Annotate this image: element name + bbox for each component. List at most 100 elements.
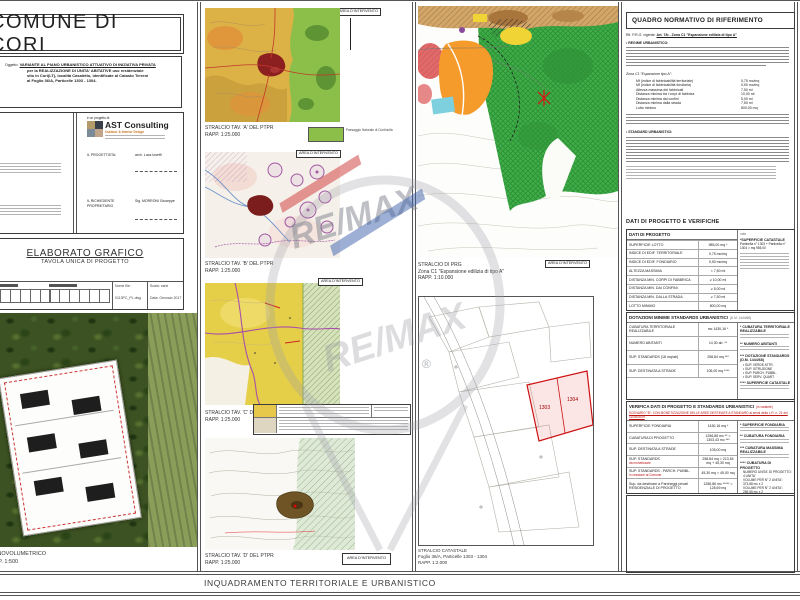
subject-label: Oggetto: <box>5 63 19 67</box>
fine-print <box>0 205 61 215</box>
column-separator-1 <box>197 2 201 572</box>
designer-label: IL PROGETTISTA: <box>87 153 117 157</box>
subject-line-4: al Foglio 36/A, Particelle 1303 - 1304. <box>27 78 97 84</box>
frame-bottom-line-2 <box>0 574 800 575</box>
fine-print <box>0 163 61 173</box>
subject-box: Oggetto: VARIANTE AL PIANO URBANISTICO A… <box>0 56 182 108</box>
quadro-header-box: QUADRO NORMATIVO DI RIFERIMENTO <box>626 12 795 29</box>
table-dotazioni-standards: DOTAZIONI MINIME STANDARDS URBANISTICI (… <box>626 312 795 400</box>
revision-header-bar <box>0 284 18 287</box>
elaborato-box: ELABORATO GRAFICO TAVOLA UNICA DI PROGET… <box>0 238 184 310</box>
signature-block: è un progetto di: AST Consulting Outdoor… <box>0 112 184 234</box>
fine-print <box>740 427 790 433</box>
fine-print <box>626 114 789 127</box>
area-intervento-label: AREA D'INTERVENTO <box>545 260 590 268</box>
t2-notes: * CUBATURA TERRITORIALE REALIZZABILE ** … <box>737 323 794 399</box>
map-a-graphic <box>205 8 340 122</box>
fine-print <box>740 384 790 390</box>
fine-print <box>626 137 789 164</box>
frame-bottom-line-1 <box>0 571 800 572</box>
page-title: COMUNE DI CORI <box>0 11 118 56</box>
site-boundary-dashed <box>3 365 137 531</box>
owner-label: IL RICHIEDENTE PROPRIETARIO <box>87 199 115 208</box>
svg-text:1304: 1304 <box>567 397 578 403</box>
frame-bottom-line-4 <box>0 595 800 596</box>
fine-print <box>626 65 766 69</box>
subject-line-2: per la REALIZZAZIONE DI UNITA' ABITATIVE… <box>27 67 144 73</box>
elaborato-title: ELABORATO GRAFICO <box>26 248 144 259</box>
owner-name: Sig. MORRONI Giuseppe <box>135 199 175 203</box>
quadro-header: QUADRO NORMATIVO DI RIFERIMENTO <box>632 17 763 24</box>
fine-print <box>740 438 790 444</box>
fine-print <box>740 345 790 352</box>
owner-signature-line <box>135 219 177 220</box>
subject-line-1: VARIANTE AL PIANO URBANISTICO ATTUATIVO … <box>19 62 156 67</box>
legend-a-swatch <box>308 127 344 142</box>
project-by-label: è un progetto di: <box>87 116 111 120</box>
prg-caption: STRALCIO DI PRG Zona C1 "Espansione edili… <box>418 262 505 281</box>
bullet-regime: • REGIME URBANISTICO: <box>626 40 669 45</box>
fine-print <box>279 420 408 431</box>
bullet-standard: • STANDARD URBANISTICI: <box>626 130 673 135</box>
table-dati-di-progetto: DATI DI PROGETTO SUPERFICIE LOTTO 985,00 … <box>626 229 795 311</box>
column-separator-2 <box>412 2 416 572</box>
revision-cells <box>0 289 51 303</box>
t3-title: VERIFICA DATI DI PROGETTO E STANDARDS UR… <box>629 404 754 409</box>
map-d-graphic <box>205 438 355 550</box>
consulting-block: è un progetto di: AST Consulting Outdoor… <box>87 116 179 140</box>
t1-notes: note *SUPERFICIE CATASTALE Particella n°… <box>737 230 794 310</box>
fine-print <box>740 333 790 340</box>
scale-field: Scala: varie <box>150 284 169 288</box>
file-label: Nome file: <box>115 284 131 288</box>
prg-map-graphic <box>418 6 618 258</box>
t1-title: DATI DI PROGETTO <box>627 230 737 240</box>
area-intervento-label: AREA D'INTERVENTO <box>318 278 363 286</box>
subject-line-3: sito in Cori(LT), località Casaletto, id… <box>27 72 149 78</box>
map-c-graphic <box>205 283 340 405</box>
fine-print <box>626 166 776 181</box>
fine-print <box>105 134 165 140</box>
elaborato-subtitle: TAVOLA UNICA DI PROGETTO <box>41 259 129 265</box>
designer-name: arch. Luca Ioseffi <box>135 153 162 157</box>
strip-vline <box>147 281 148 309</box>
frame-bottom-line-3 <box>0 592 800 593</box>
title-box: COMUNE DI CORI <box>0 11 184 56</box>
ast-logo-image <box>87 121 103 137</box>
legend-a-label: Paesaggio Naturale di Continuità <box>346 128 393 132</box>
quadro-body: Rif. P.R.G. vigente: Art. 7/b - Zona C1 … <box>626 33 793 181</box>
aerial-photo <box>0 313 197 547</box>
table-verifica: VERIFICA DATI DI PROGETTO E STANDARDS UR… <box>626 401 795 494</box>
map-b-graphic <box>205 152 340 258</box>
frame-top-line <box>0 0 800 1</box>
area-intervento-label: AREA D'INTERVENTO <box>336 8 381 16</box>
empty-notes-box <box>626 495 795 573</box>
svg-text:1303: 1303 <box>539 405 550 411</box>
cadastral-caption: STRALCIO CATASTALE Foglio 36/A, Particell… <box>418 548 488 565</box>
t2-title: DOTAZIONI MINIME STANDARDS URBANISTICI <box>629 315 728 320</box>
designer-signature-line <box>135 171 177 172</box>
signature-block-divider <box>73 113 77 233</box>
site-plan-overlay <box>0 359 142 537</box>
legend-c-swatch-1 <box>254 405 277 417</box>
zone-params: Mf (indice di fabbricabilità territorial… <box>636 78 760 110</box>
t3-notes: * SUPERFICIE FONDIARIA ** CUBATURA FONDI… <box>737 421 794 493</box>
map-b-caption: STRALCIO TAV. 'B' DEL PTPR RAPP. 1:25.000 <box>205 261 274 274</box>
strip-vline <box>112 281 113 309</box>
map-a-caption: STRALCIO TAV. 'A' DEL PTPR RAPP. 1:25.000 <box>205 125 274 138</box>
area-intervento-label: AREA D'INTERVENTO <box>342 553 391 565</box>
revision-header-bar <box>49 284 77 287</box>
map-c-caption: STRALCIO TAV. 'C' DEL PTPR RAPP. 1:25.000 <box>205 410 274 423</box>
map-d-caption: STRALCIO TAV. 'D' DEL PTPR RAPP. 1:25.000 <box>205 553 274 566</box>
aerial-field <box>148 313 197 547</box>
dati-header: DATI DI PROGETTO E VERIFICHE <box>626 219 720 225</box>
consulting-tagline: Outdoor & Interior Design <box>105 129 145 134</box>
leader-line <box>350 18 351 50</box>
date-field: Data: Gennaio 2017 <box>150 296 182 300</box>
cadastral-map-graphic: 1303 1304 <box>418 296 594 546</box>
zone-line: Zona C1 "Espansione tipo A": <box>626 72 672 77</box>
fine-print <box>626 47 789 66</box>
fine-print <box>740 253 790 272</box>
revision-cells <box>49 289 110 303</box>
legend-c-cell <box>371 405 410 417</box>
